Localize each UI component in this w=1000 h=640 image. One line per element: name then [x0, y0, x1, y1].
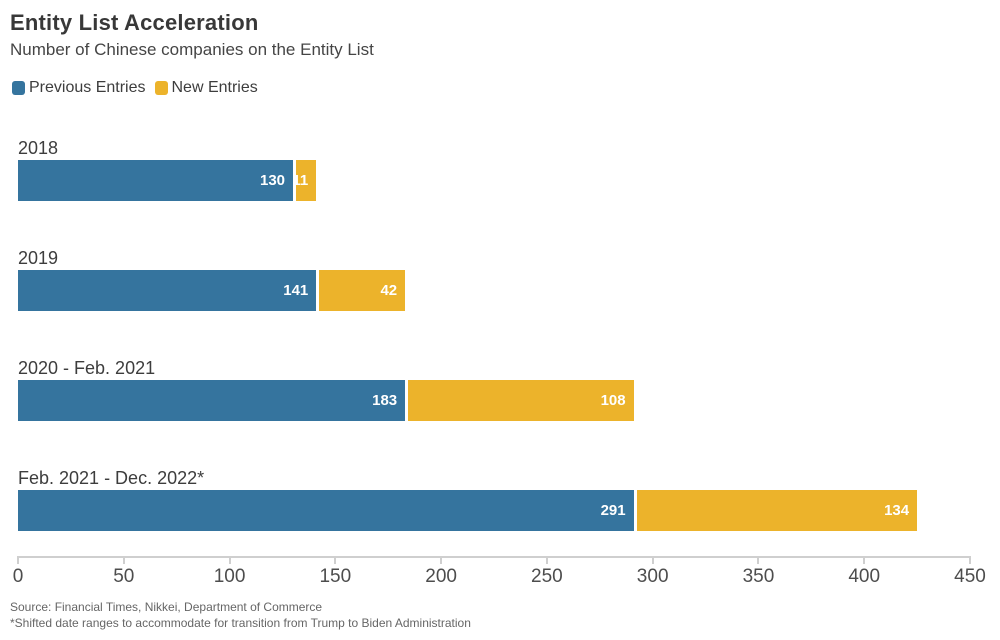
x-axis-tick-label: 300 [636, 566, 669, 587]
bar-track: 141 42 [18, 270, 970, 311]
x-axis-tick-mark [757, 556, 760, 564]
x-axis-tick-mark [228, 556, 231, 564]
bar-value-label: 11 [292, 172, 309, 189]
bar-value-label: 108 [600, 392, 626, 409]
x-axis-line [18, 556, 970, 558]
bar-value-label: 141 [283, 282, 309, 299]
bar-value-label: 130 [259, 172, 286, 189]
x-axis-tick-label: 150 [319, 566, 352, 587]
legend-swatch-previous-entries [12, 81, 25, 95]
x-axis-tick-label: 200 [425, 566, 457, 587]
plot-area: 2018 130 11 2019 141 42 2020 - Feb. 2021 183 108… [13, 138, 986, 598]
category-label: 2020 - Feb. 2021 [18, 358, 156, 378]
category-label: Feb. 2021 - Dec. 2022* [18, 468, 205, 488]
bar-row: 2020 - Feb. 2021 183 108 [18, 358, 970, 422]
x-axis-tick-label: 100 [213, 566, 246, 587]
x-axis-tick-label: 250 [531, 566, 563, 587]
bar-row: Feb. 2021 - Dec. 2022* 291 134 [18, 468, 970, 532]
legend-swatch-new-entries [154, 81, 168, 95]
x-axis-tick-mark [122, 556, 125, 564]
x-axis-tick-label: 400 [848, 566, 881, 587]
x-axis-tick-mark [334, 556, 337, 564]
x-axis-tick-label: 350 [742, 566, 775, 587]
x-axis-tick-label: 0 [12, 566, 24, 587]
bar-value-label: 42 [380, 282, 398, 299]
chart-title: Entity List Acceleration [10, 10, 259, 35]
bar-segment-previous-entries: 141 [18, 270, 317, 311]
x-axis-tick-label: 50 [113, 566, 135, 587]
legend-label-new-entries: New Entries [171, 79, 258, 96]
bar-value-label: 134 [884, 502, 910, 519]
bar-value-label: 291 [600, 502, 626, 519]
legend: Previous Entries New Entries [12, 79, 258, 97]
x-axis-tick-label: 450 [954, 566, 986, 587]
bar-segment-previous-entries: 183 [18, 380, 406, 421]
legend-label-previous-entries: Previous Entries [29, 79, 146, 96]
x-axis: 0 50 100 150 200 250 300 350 400 450 [13, 556, 986, 596]
x-axis-tick-mark [440, 556, 443, 564]
x-axis-tick-mark [651, 556, 654, 564]
bar-segment-new-entries: 108 [405, 380, 634, 421]
category-label: 2018 [18, 138, 59, 158]
bar-track: 183 108 [18, 380, 970, 421]
bar-row: 2019 141 42 [18, 248, 970, 312]
asterisk-note: *Shifted date ranges to accommodate for … [10, 616, 471, 630]
x-axis-tick-mark [863, 556, 866, 564]
bar-segment-new-entries: 11 [292, 160, 317, 201]
x-axis-tick-mark [545, 556, 548, 564]
bar-segment-previous-entries: 291 [18, 490, 634, 531]
category-label: 2019 [18, 248, 59, 268]
bar-segment-new-entries: 42 [316, 270, 406, 311]
x-axis-tick-mark [17, 556, 19, 564]
bar-segment-new-entries: 134 [633, 490, 918, 531]
chart-footer: Source: Financial Times, Nikkei, Departm… [10, 599, 471, 631]
bar-track: 130 11 [18, 160, 970, 201]
chart-subtitle: Number of Chinese companies on the Entit… [10, 40, 374, 59]
legend-item-new-entries: New Entries [154, 79, 258, 97]
bar-track: 291 134 [18, 490, 970, 531]
bar-value-label: 183 [372, 392, 398, 409]
x-axis-tick-mark [969, 556, 971, 564]
bar-segment-previous-entries: 130 [18, 160, 294, 201]
bar-row: 2018 130 11 [18, 138, 970, 202]
source-note: Source: Financial Times, Nikkei, Departm… [10, 600, 323, 614]
legend-item-previous-entries: Previous Entries [12, 79, 146, 97]
